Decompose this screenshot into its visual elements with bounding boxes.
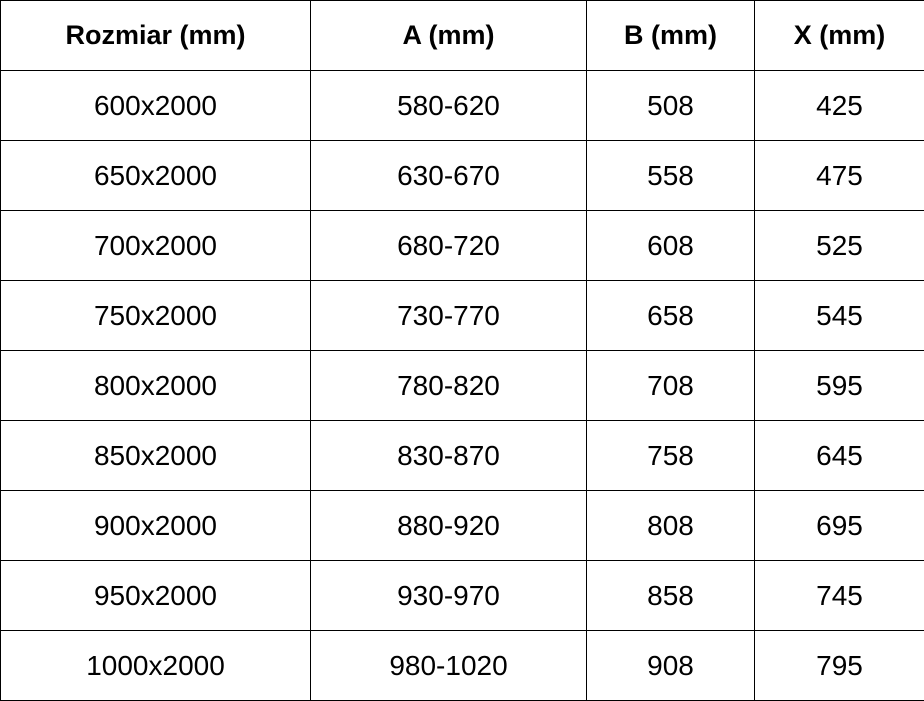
cell-x: 795	[754, 630, 924, 701]
header-a: A (mm)	[310, 0, 587, 71]
cell-size: 850x2000	[0, 420, 311, 491]
cell-size: 800x2000	[0, 350, 311, 421]
cell-b: 658	[586, 280, 755, 351]
header-size: Rozmiar (mm)	[0, 0, 311, 71]
cell-a: 580-620	[310, 70, 587, 141]
cell-size: 700x2000	[0, 210, 311, 281]
cell-b: 708	[586, 350, 755, 421]
cell-b: 808	[586, 490, 755, 561]
cell-b: 908	[586, 630, 755, 701]
cell-a: 780-820	[310, 350, 587, 421]
cell-b: 508	[586, 70, 755, 141]
cell-size: 1000x2000	[0, 630, 311, 701]
cell-a: 930-970	[310, 560, 587, 631]
cell-b: 858	[586, 560, 755, 631]
table-row: 650x2000 630-670 558 475	[0, 140, 924, 211]
cell-a: 980-1020	[310, 630, 587, 701]
cell-size: 650x2000	[0, 140, 311, 211]
cell-a: 830-870	[310, 420, 587, 491]
cell-size: 950x2000	[0, 560, 311, 631]
header-x: X (mm)	[754, 0, 924, 71]
table-row: 700x2000 680-720 608 525	[0, 210, 924, 281]
cell-x: 475	[754, 140, 924, 211]
cell-b: 758	[586, 420, 755, 491]
table-row: 950x2000 930-970 858 745	[0, 560, 924, 631]
cell-a: 630-670	[310, 140, 587, 211]
cell-x: 745	[754, 560, 924, 631]
table-row: 800x2000 780-820 708 595	[0, 350, 924, 421]
cell-b: 558	[586, 140, 755, 211]
cell-x: 425	[754, 70, 924, 141]
cell-a: 880-920	[310, 490, 587, 561]
cell-size: 750x2000	[0, 280, 311, 351]
table-row: 750x2000 730-770 658 545	[0, 280, 924, 351]
table-row: 1000x2000 980-1020 908 795	[0, 630, 924, 701]
cell-size: 600x2000	[0, 70, 311, 141]
cell-x: 545	[754, 280, 924, 351]
table-row: 600x2000 580-620 508 425	[0, 70, 924, 141]
cell-size: 900x2000	[0, 490, 311, 561]
cell-x: 645	[754, 420, 924, 491]
cell-b: 608	[586, 210, 755, 281]
cell-x: 525	[754, 210, 924, 281]
table-row: 900x2000 880-920 808 695	[0, 490, 924, 561]
header-b: B (mm)	[586, 0, 755, 71]
header-row: Rozmiar (mm) A (mm) B (mm) X (mm)	[0, 0, 924, 71]
cell-a: 730-770	[310, 280, 587, 351]
cell-x: 695	[754, 490, 924, 561]
cell-x: 595	[754, 350, 924, 421]
table-row: 850x2000 830-870 758 645	[0, 420, 924, 491]
cell-a: 680-720	[310, 210, 587, 281]
